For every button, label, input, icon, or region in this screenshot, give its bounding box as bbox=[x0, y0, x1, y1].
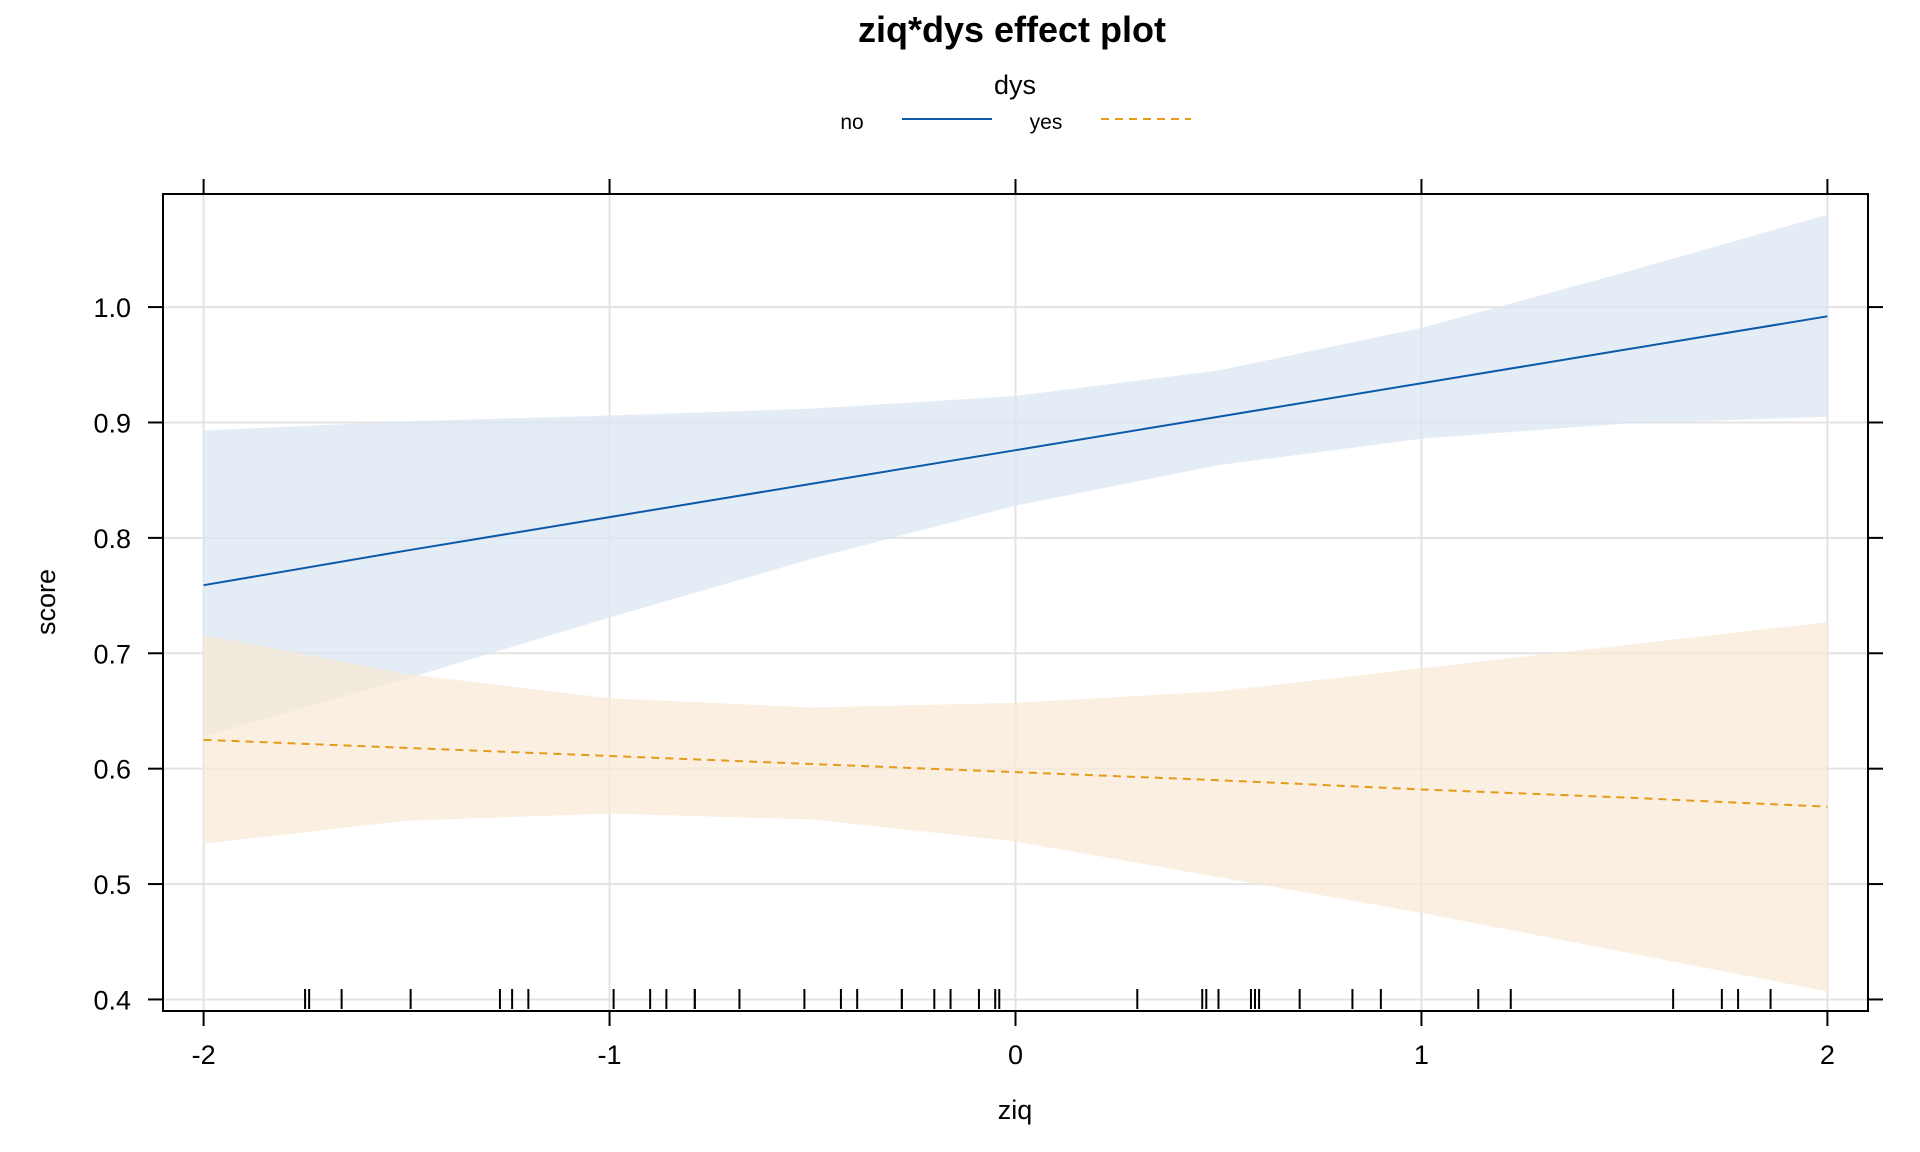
y-tick-label-6: 1.0 bbox=[93, 293, 131, 323]
series-line-no bbox=[203, 315, 1828, 587]
confidence-band-yes bbox=[203, 622, 1828, 992]
series-line-yes bbox=[203, 738, 1828, 808]
y-axis-label: score bbox=[31, 569, 61, 635]
y-tick-label-4: 0.8 bbox=[93, 524, 131, 554]
series-lines bbox=[203, 315, 1828, 808]
legend-label-no: no bbox=[840, 111, 863, 134]
y-tick-label-0: 0.4 bbox=[93, 985, 131, 1015]
x-tick-label-2: 0 bbox=[1008, 1040, 1023, 1070]
x-tick-label-1: -1 bbox=[598, 1040, 622, 1070]
y-tick-label-2: 0.6 bbox=[93, 755, 131, 785]
y-tick-label-1: 0.5 bbox=[93, 870, 131, 900]
legend: dys no yes bbox=[840, 70, 1191, 134]
confidence-bands bbox=[203, 214, 1828, 992]
x-tick-label-4: 2 bbox=[1820, 1040, 1835, 1070]
legend-title: dys bbox=[994, 70, 1036, 100]
y-tick-label-3: 0.7 bbox=[93, 639, 131, 669]
legend-label-yes: yes bbox=[1030, 111, 1063, 134]
axes bbox=[148, 179, 1883, 1026]
chart-title: ziq*dys effect plot bbox=[858, 9, 1166, 50]
x-axis-label: ziq bbox=[998, 1095, 1033, 1125]
confidence-band-no bbox=[203, 214, 1828, 737]
tick-labels: -2 -1 0 1 2 0.4 0.5 0.6 0.7 0.8 0.9 1.0 bbox=[93, 293, 1834, 1070]
rug-marks bbox=[304, 989, 1772, 1009]
x-tick-label-3: 1 bbox=[1414, 1040, 1429, 1070]
y-tick-label-5: 0.9 bbox=[93, 408, 131, 438]
x-tick-label-0: -2 bbox=[192, 1040, 216, 1070]
